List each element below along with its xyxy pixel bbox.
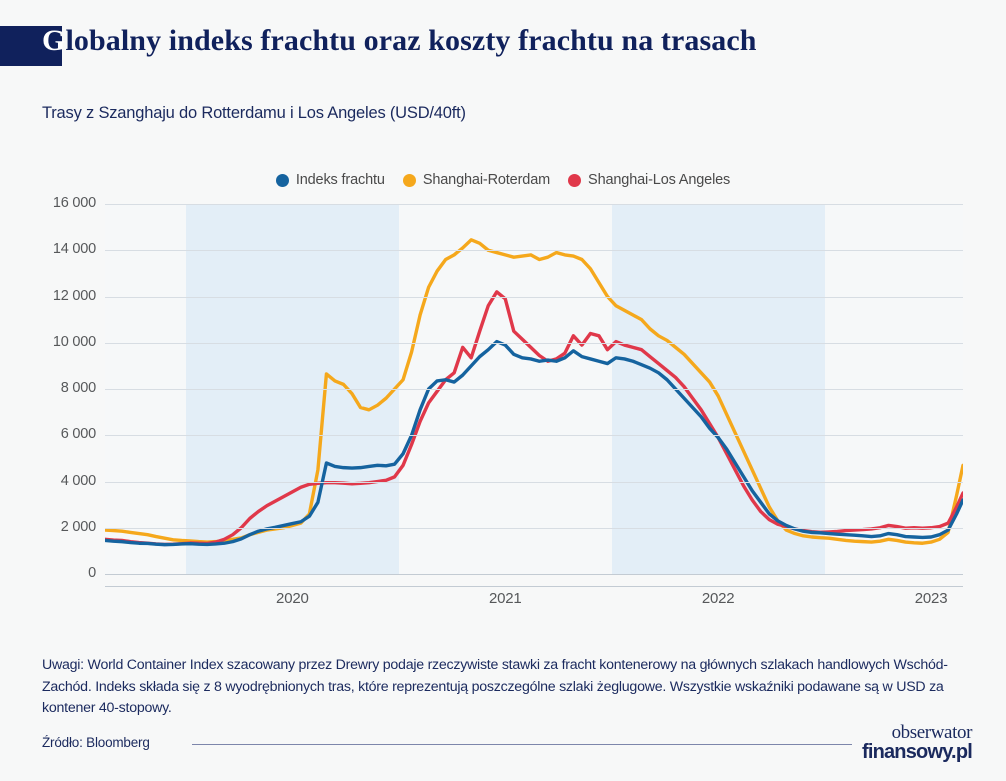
logo-line-bottom: finansowy.pl <box>861 741 973 763</box>
y-axis-tick-label: 2 000 <box>60 518 96 535</box>
series-line <box>105 238 963 545</box>
y-axis-tick-label: 14 000 <box>52 241 96 258</box>
legend-label: Indeks frachtu <box>295 172 385 188</box>
legend-label: Shanghai-Roterdam <box>422 172 551 188</box>
logo-line-top: obserwator <box>891 722 973 743</box>
source-row: Źródło: Bloomberg obserwator finansowy.p… <box>42 723 973 775</box>
x-axis-tick-label: 2023 <box>914 590 948 607</box>
x-axis-tick-label: 2020 <box>276 590 309 607</box>
y-axis-tick-label: 4 000 <box>60 472 96 489</box>
gridline <box>105 574 963 575</box>
y-axis-tick-label: 6 000 <box>60 426 96 443</box>
chart-series-svg <box>105 238 963 547</box>
series-line <box>105 290 963 547</box>
legend-item[interactable]: Shanghai-Roterdam <box>402 172 551 188</box>
legend-item[interactable]: Shanghai-Los Angeles <box>568 172 730 188</box>
chart-notes: Uwagi: World Container Index szacowany p… <box>42 657 948 716</box>
legend-item[interactable]: Indeks frachtu <box>275 172 385 188</box>
source-divider <box>192 744 852 745</box>
y-axis-tick-label: 8 000 <box>60 380 96 396</box>
x-axis-line <box>105 586 963 587</box>
source-label: Źródło: Bloomberg <box>42 735 150 750</box>
page-title: Globalny indeks frachtu oraz koszty frac… <box>42 24 757 58</box>
y-axis-tick-label: 0 <box>88 565 96 581</box>
chart-subtitle: Trasy z Szanghaju do Rotterdamu i Los An… <box>42 104 466 122</box>
header: Globalny indeks frachtu oraz koszty frac… <box>0 24 1006 68</box>
x-axis-labels: 2020 2021 2022 2023 <box>0 590 1006 620</box>
y-axis-labels: 0 2 000 4 000 6 000 8 000 10 000 12 000 14 000 1… <box>0 195 96 586</box>
y-axis-tick-label: 12 000 <box>52 287 96 304</box>
obserwator-finansowy-logo[interactable]: obserwator finansowy.pl <box>861 722 973 763</box>
title-accent-block <box>0 26 62 66</box>
page-title-rest: lobalny indeks frachtu oraz koszty frach… <box>65 24 757 57</box>
x-axis-tick-label: 2022 <box>701 590 735 607</box>
legend-color-dot <box>402 173 416 187</box>
chart-plot <box>105 204 963 574</box>
x-axis-tick-label: 2021 <box>488 590 522 607</box>
y-axis-tick-label: 10 000 <box>52 333 96 350</box>
series-line <box>105 339 963 547</box>
chart-area: 0 2 000 4 000 6 000 8 000 10 000 12 000 14 000 1… <box>0 195 1006 586</box>
chart-legend: Indeks frachtu Shanghai-Roterdam Shanghai-… <box>0 172 1006 188</box>
legend-color-dot <box>568 173 582 187</box>
legend-label: Shanghai-Los Angeles <box>588 172 731 188</box>
legend-color-dot <box>275 173 289 187</box>
y-axis-tick-label: 16 000 <box>52 195 96 211</box>
page-title-initial: G <box>42 24 66 57</box>
